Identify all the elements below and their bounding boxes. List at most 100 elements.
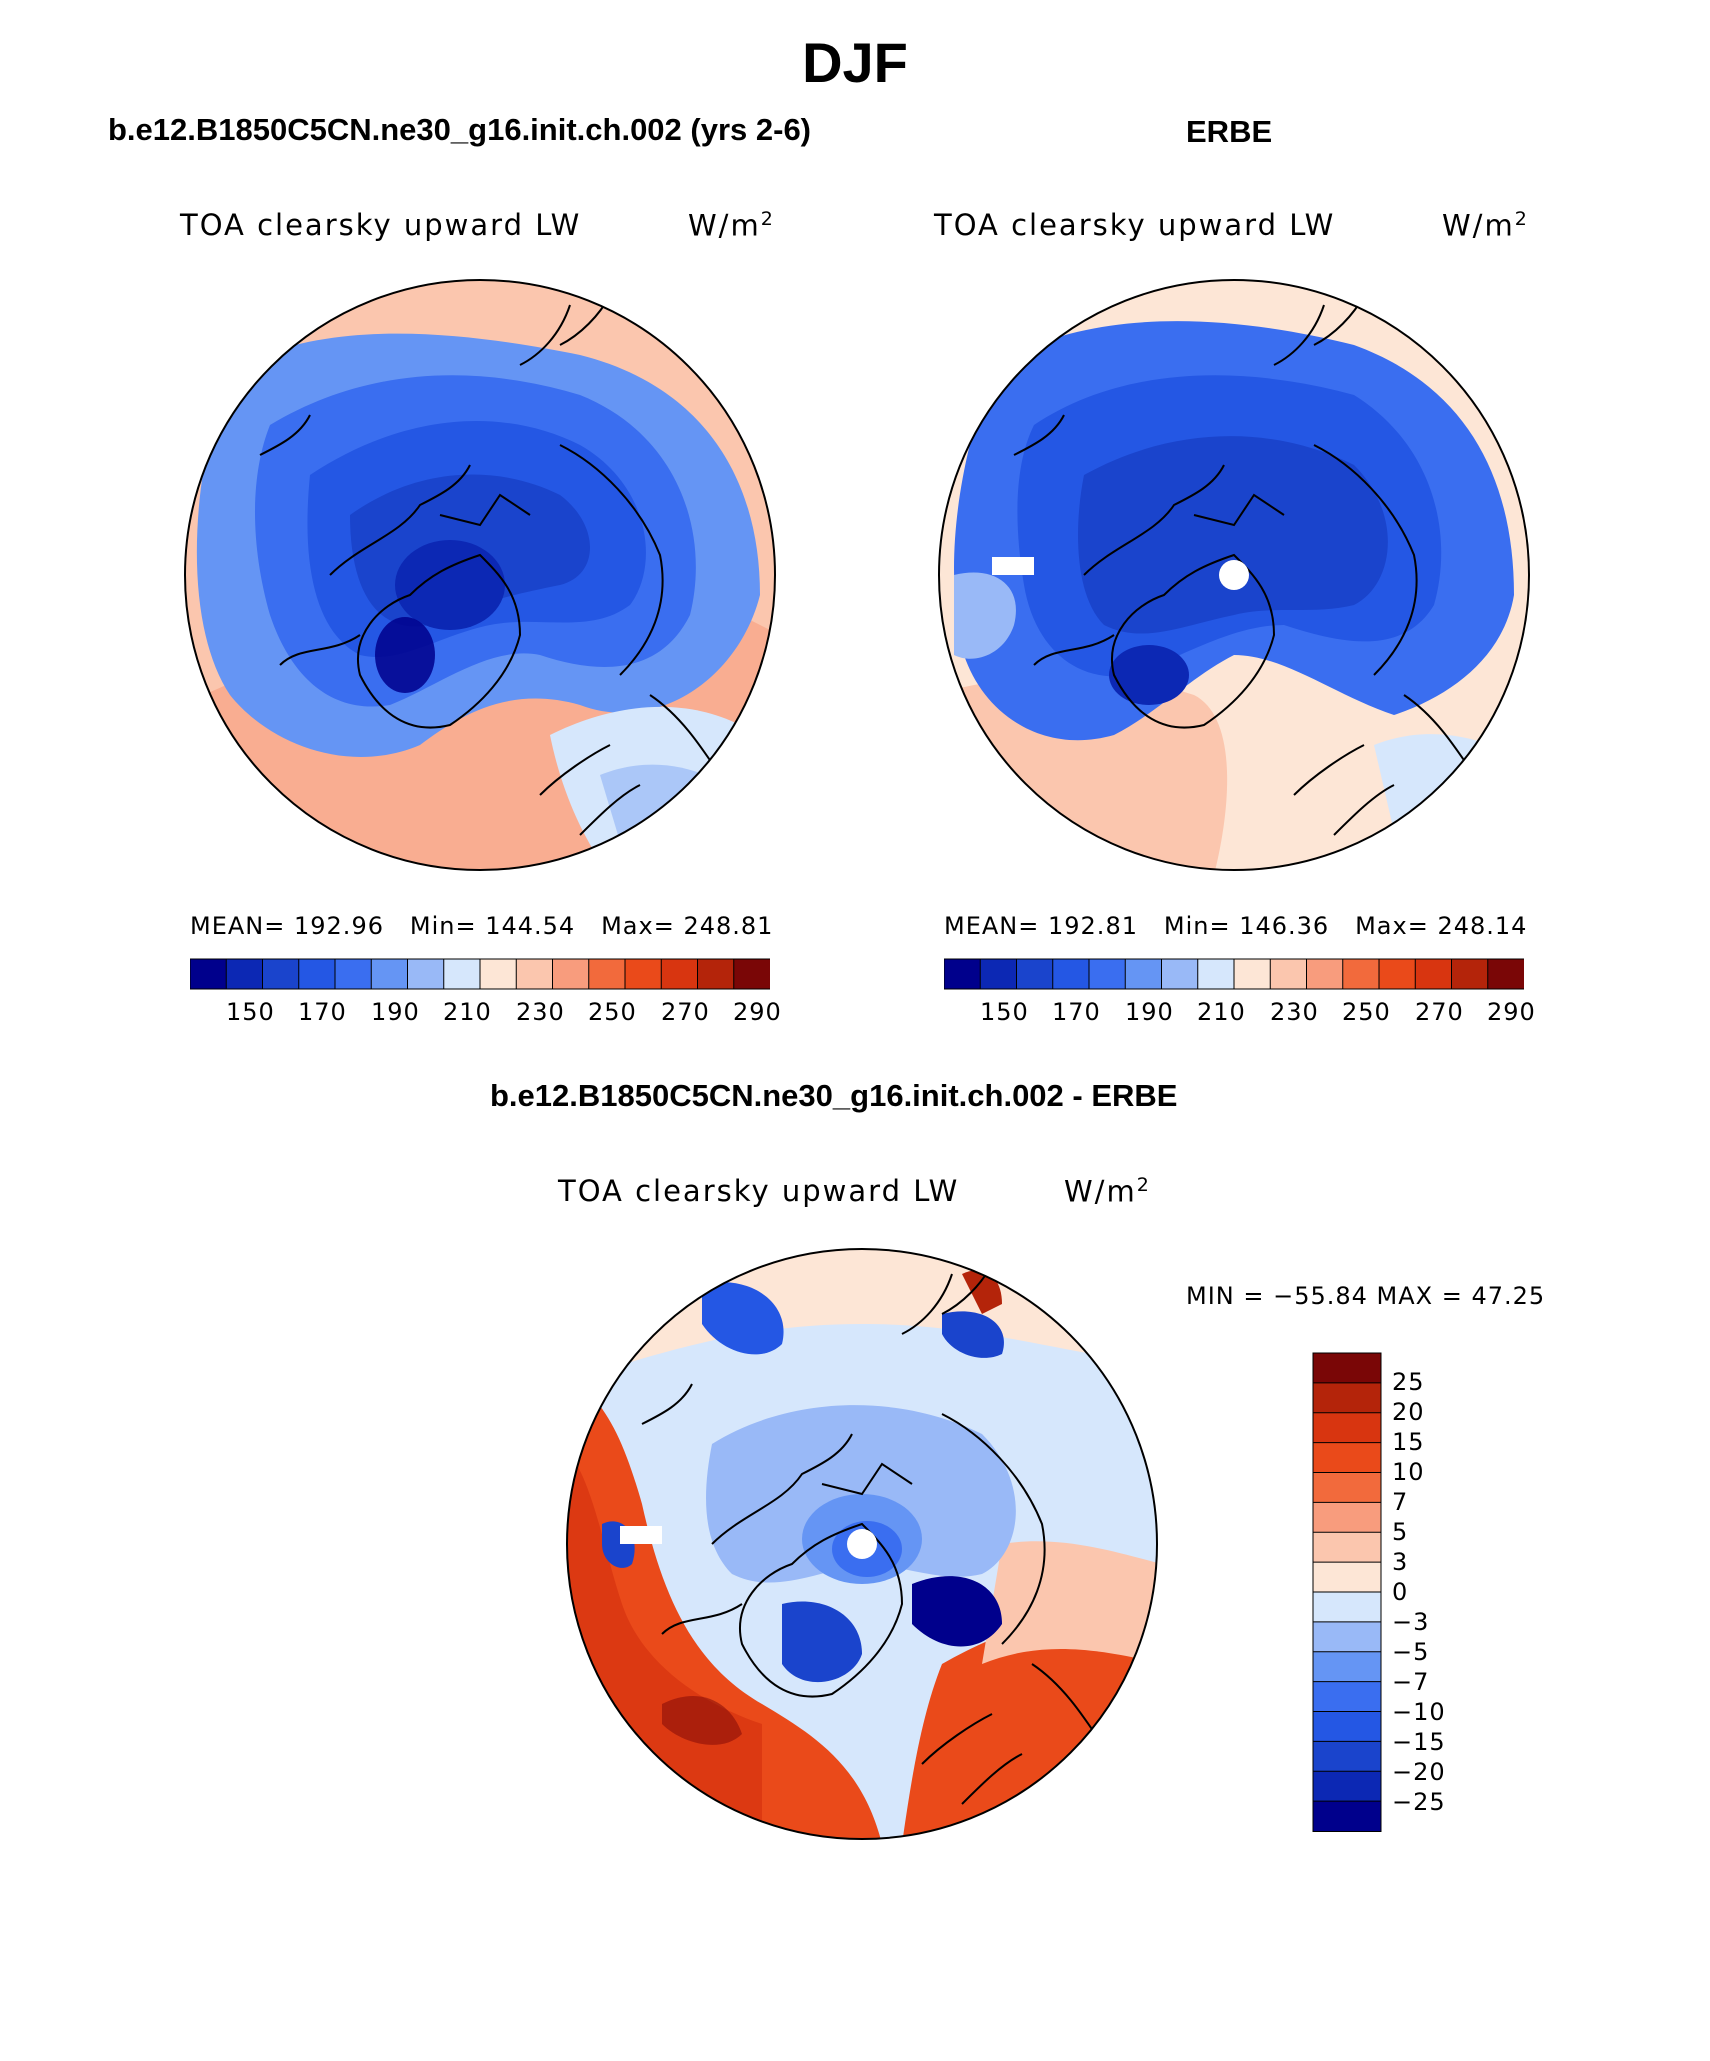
colorbar-swatch — [1312, 1561, 1382, 1594]
panel-3-polar-map — [566, 1248, 1158, 1840]
colorbar-swatch — [1342, 958, 1380, 990]
colorbar-swatch — [552, 958, 590, 990]
panel-3-tick: 15 — [1392, 1428, 1425, 1456]
panel-2-tick: 290 — [1487, 998, 1536, 1026]
panel-1-tick: 150 — [226, 998, 275, 1026]
panel-3-title: b.e12.B1850C5CN.ne30_g16.init.ch.002 - E… — [490, 1078, 1178, 1113]
colorbar-swatch — [979, 958, 1018, 990]
colorbar-swatch — [1124, 958, 1163, 990]
colorbar-swatch — [225, 958, 264, 990]
panel-1-tick: 170 — [298, 998, 347, 1026]
panel-3-tick: 10 — [1392, 1458, 1425, 1486]
panel-2-stats: MEAN= 192.81 Min= 146.36 Max= 248.14 — [944, 912, 1528, 940]
panel-2-polar-map — [938, 279, 1530, 871]
panel-1-tick: 210 — [443, 998, 492, 1026]
colorbar-swatch — [1052, 958, 1090, 990]
panel-3-tick: −7 — [1392, 1668, 1430, 1696]
panel-2-tick: 250 — [1342, 998, 1391, 1026]
colorbar-swatch — [1312, 1800, 1382, 1832]
panel-3-field-label: TOA clearsky upward LW — [558, 1174, 960, 1208]
panel-3-tick: −3 — [1392, 1608, 1430, 1636]
panel-1-tick: 190 — [371, 998, 420, 1026]
panel-1-tick: 230 — [516, 998, 565, 1026]
colorbar-swatch — [1197, 958, 1235, 990]
colorbar-swatch — [1414, 958, 1453, 990]
colorbar-swatch — [1312, 1412, 1382, 1444]
colorbar-swatch — [1312, 1382, 1382, 1414]
colorbar-swatch — [262, 958, 300, 990]
panel-3-tick: 7 — [1392, 1488, 1409, 1516]
panel-2-colorbar-ticks: 150 170 190 210 230 250 270 290 — [944, 998, 1535, 1028]
panel-3-colorbar-ticks: 25 20 15 10 7 5 3 0 −3 −5 −7 −10 −15 −20… — [1392, 1352, 1472, 1832]
panel-2-title: ERBE — [1186, 114, 1273, 149]
colorbar-swatch — [1312, 1472, 1382, 1504]
panel-3-minmax: MIN = −55.84 MAX = 47.25 — [1186, 1282, 1546, 1310]
panel-3-tick: 25 — [1392, 1368, 1425, 1396]
panel-1-colorbar — [190, 958, 770, 990]
panel-3-tick: 0 — [1392, 1578, 1409, 1606]
panel-1-polar-map — [184, 279, 776, 871]
colorbar-swatch — [660, 958, 699, 990]
panel-3-tick: −15 — [1392, 1728, 1446, 1756]
colorbar-swatch — [1016, 958, 1054, 990]
figure-title: DJF — [802, 31, 908, 94]
colorbar-swatch — [1312, 1740, 1382, 1773]
panel-3-units: W/m2 — [1064, 1174, 1151, 1209]
colorbar-swatch — [479, 958, 518, 990]
panel-1-units: W/m2 — [688, 208, 775, 243]
colorbar-swatch — [1312, 1531, 1382, 1564]
panel-3-tick: −25 — [1392, 1788, 1446, 1816]
colorbar-swatch — [515, 958, 554, 990]
colorbar-swatch — [1312, 1352, 1382, 1384]
panel-2-field-label: TOA clearsky upward LW — [934, 208, 1336, 242]
panel-2-units: W/m2 — [1442, 208, 1529, 243]
colorbar-swatch — [1088, 958, 1127, 990]
panel-1-tick: 290 — [733, 998, 782, 1026]
panel-2-tick: 210 — [1197, 998, 1246, 1026]
colorbar-swatch — [697, 958, 735, 990]
panel-3-tick: 3 — [1392, 1548, 1409, 1576]
panel-3-tick: 5 — [1392, 1518, 1409, 1546]
panel-3-tick: −5 — [1392, 1638, 1430, 1666]
colorbar-swatch — [733, 958, 770, 990]
colorbar-swatch — [1312, 1442, 1382, 1474]
colorbar-swatch — [443, 958, 481, 990]
panel-2-colorbar — [944, 958, 1524, 990]
colorbar-swatch — [624, 958, 663, 990]
panel-3-tick: −10 — [1392, 1698, 1446, 1726]
colorbar-swatch — [370, 958, 409, 990]
panel-3-tick: −20 — [1392, 1758, 1446, 1786]
panel-2-tick: 230 — [1270, 998, 1319, 1026]
panel-2-tick: 190 — [1125, 998, 1174, 1026]
colorbar-swatch — [588, 958, 626, 990]
panel-1-tick: 270 — [661, 998, 710, 1026]
colorbar-swatch — [1378, 958, 1417, 990]
panel-1-field-label: TOA clearsky upward LW — [180, 208, 582, 242]
colorbar-swatch — [1312, 1681, 1382, 1713]
colorbar-swatch — [407, 958, 445, 990]
colorbar-swatch — [1451, 958, 1489, 990]
colorbar-swatch — [1233, 958, 1272, 990]
colorbar-swatch — [1312, 1770, 1382, 1803]
colorbar-swatch — [1306, 958, 1344, 990]
panel-1-title: b.e12.B1850C5CN.ne30_g16.init.ch.002 (yr… — [108, 112, 812, 147]
colorbar-swatch — [1312, 1621, 1382, 1653]
colorbar-swatch — [1312, 1501, 1382, 1534]
panel-2-tick: 270 — [1415, 998, 1464, 1026]
panel-1-colorbar-ticks: 150 170 190 210 230 250 270 290 — [190, 998, 781, 1028]
colorbar-swatch — [1487, 958, 1524, 990]
colorbar-swatch — [1161, 958, 1199, 990]
panel-3-colorbar — [1312, 1352, 1382, 1832]
colorbar-swatch — [298, 958, 336, 990]
colorbar-swatch — [1312, 1711, 1382, 1743]
panel-2-tick: 170 — [1052, 998, 1101, 1026]
colorbar-swatch — [190, 958, 228, 990]
colorbar-swatch — [1312, 1591, 1382, 1623]
panel-3-tick: 20 — [1392, 1398, 1425, 1426]
colorbar-swatch — [944, 958, 982, 990]
colorbar-swatch — [334, 958, 373, 990]
panel-2-tick: 150 — [980, 998, 1029, 1026]
panel-1-stats: MEAN= 192.96 Min= 144.54 Max= 248.81 — [190, 912, 774, 940]
colorbar-swatch — [1312, 1651, 1382, 1683]
colorbar-swatch — [1269, 958, 1308, 990]
